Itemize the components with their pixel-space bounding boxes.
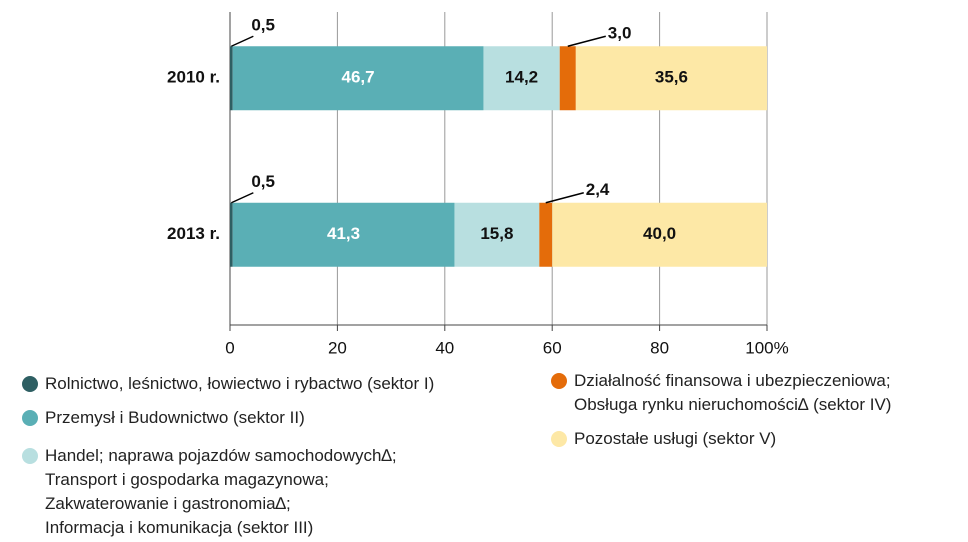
- category-label: 2013 r.: [167, 224, 220, 243]
- x-tick-label: 40: [435, 338, 454, 357]
- data-label: 35,6: [655, 68, 688, 87]
- chart: 0 20 40 60 80 100% 2010 r. 0,5 46,7 14,2 3,0 35,6 20…: [167, 12, 789, 357]
- data-label: 41,3: [327, 224, 360, 243]
- leader-line: [545, 192, 584, 204]
- legend-item: Rolnictwo, leśnictwo, łowiectwo i rybact…: [22, 372, 434, 396]
- bar-segment: [552, 202, 767, 267]
- bar-segment: [230, 46, 233, 111]
- x-tick-label: 80: [650, 338, 669, 357]
- legend-marker: [22, 376, 38, 392]
- legend-label: Działalność finansowa i ubezpieczeniowa;…: [574, 371, 892, 414]
- data-label: 14,2: [505, 68, 538, 87]
- bar-segment: [539, 202, 553, 267]
- bar-segment: [559, 46, 576, 111]
- x-tick-label: 100%: [745, 338, 788, 357]
- legend-item: Przemysł i Budownictwo (sektor II): [22, 406, 305, 430]
- bar-segment: [454, 202, 540, 267]
- data-label: 40,0: [643, 224, 676, 243]
- legend-marker: [551, 431, 567, 447]
- legend-marker: [551, 373, 567, 389]
- data-label: 2,4: [586, 180, 610, 199]
- x-tick-label: 20: [328, 338, 347, 357]
- data-label: 46,7: [342, 68, 375, 87]
- legend-marker: [22, 448, 38, 464]
- x-tick-label: 0: [225, 338, 234, 357]
- legend-label: Przemysł i Budownictwo (sektor II): [45, 408, 305, 427]
- legend-item: Działalność finansowa i ubezpieczeniowa;…: [551, 369, 891, 417]
- legend-marker: [22, 410, 38, 426]
- legend-label: Handel; naprawa pojazdów samochodowych∆;…: [45, 446, 397, 537]
- leader-line: [231, 35, 254, 47]
- legend-item: Pozostałe usługi (sektor V): [551, 427, 776, 451]
- legend-label: Rolnictwo, leśnictwo, łowiectwo i rybact…: [45, 374, 435, 393]
- data-label: 0,5: [251, 16, 275, 35]
- bar-segment: [575, 46, 767, 111]
- data-label: 15,8: [480, 224, 513, 243]
- legend-label: Pozostałe usługi (sektor V): [574, 429, 777, 448]
- bar-segment: [230, 202, 233, 267]
- x-tick-label: 60: [543, 338, 562, 357]
- leader-line: [231, 192, 254, 204]
- data-label: 3,0: [608, 24, 632, 43]
- bar-segment: [483, 46, 560, 111]
- leader-line: [567, 35, 606, 47]
- bar-segment: [232, 46, 484, 111]
- category-label: 2010 r.: [167, 68, 220, 87]
- bar-segment: [232, 202, 455, 267]
- data-label: 0,5: [251, 172, 275, 191]
- legend-item: Handel; naprawa pojazdów samochodowych∆;…: [22, 444, 397, 540]
